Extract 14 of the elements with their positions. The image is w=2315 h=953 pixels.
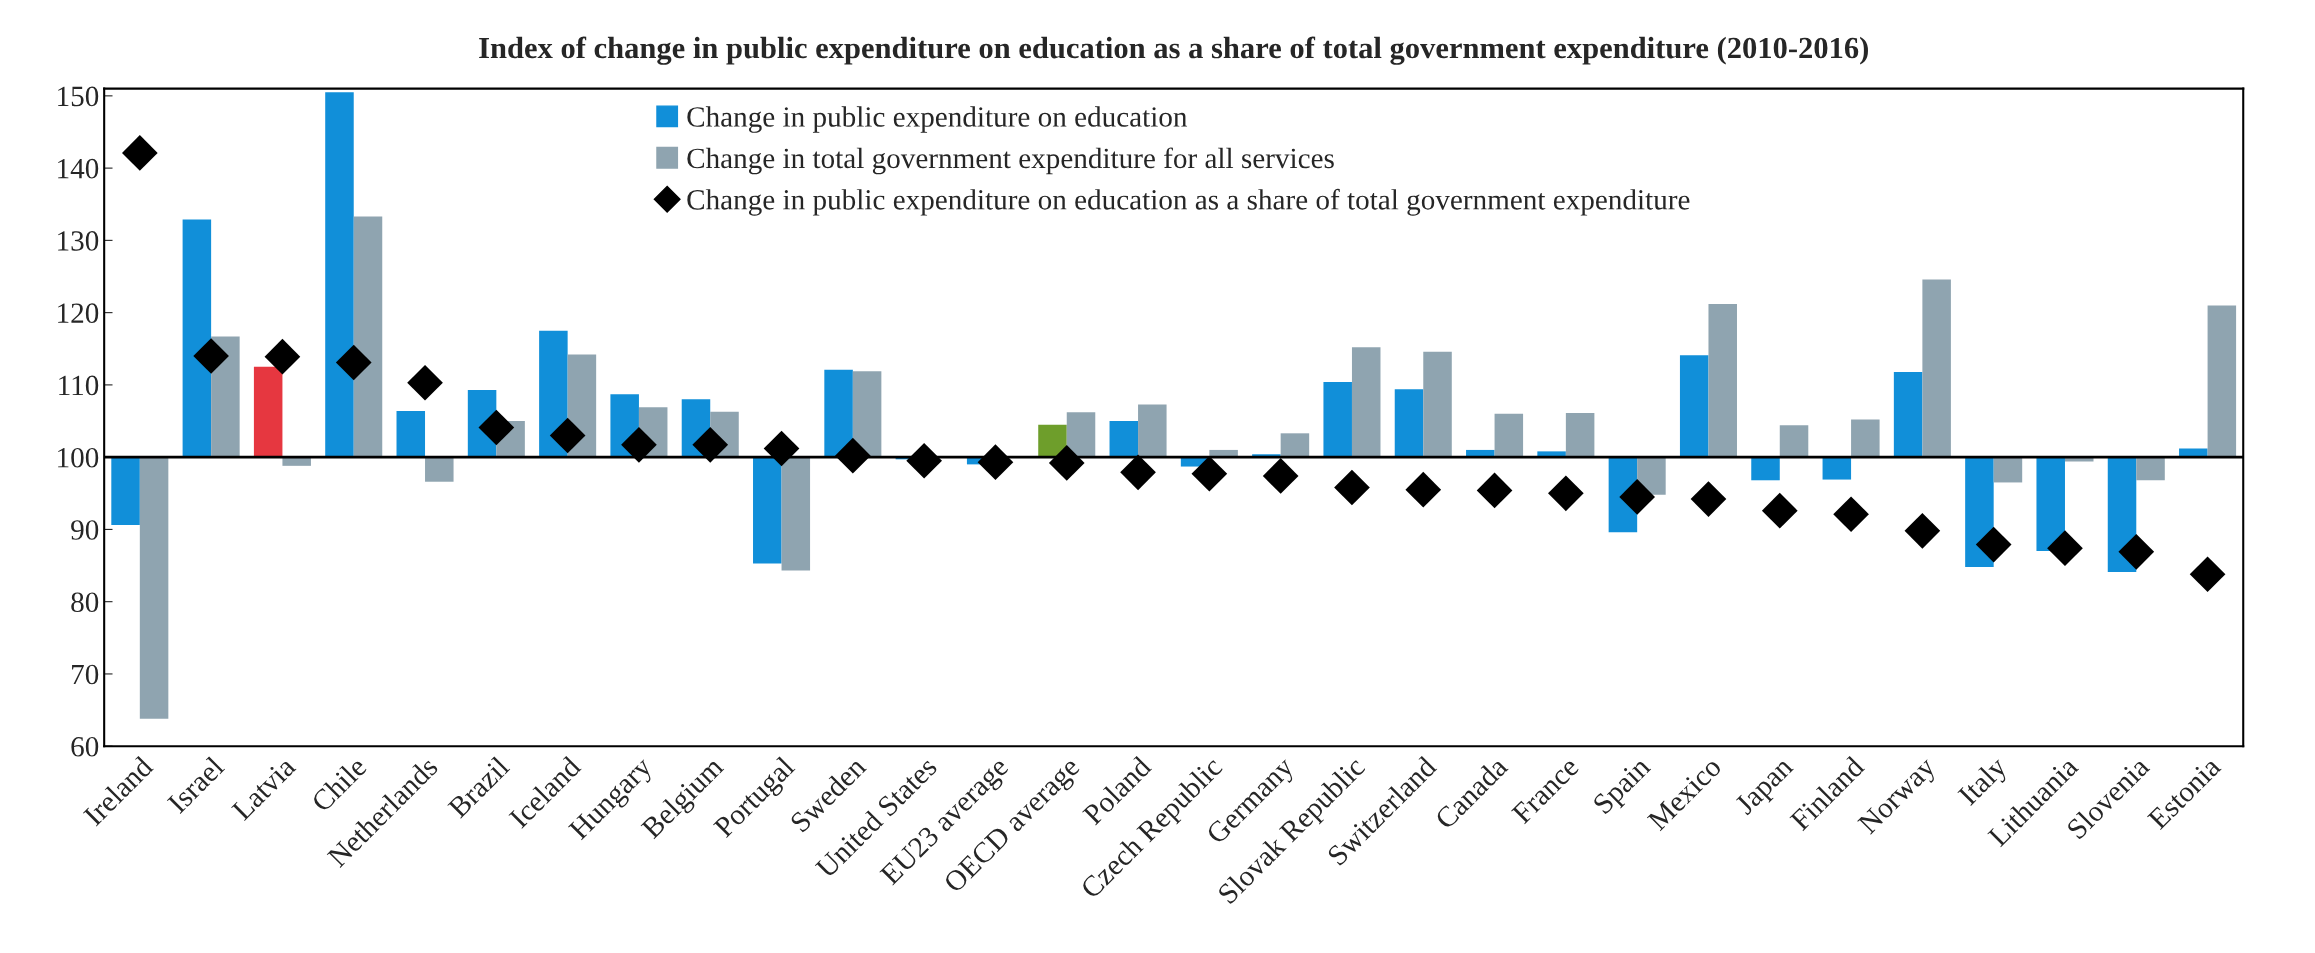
legend-label: Change in public expenditure on education as a share of total government expenditure — [687, 188, 1690, 216]
y-tick-label: 110 — [59, 375, 99, 396]
y-tick-label: 70 — [72, 664, 99, 685]
y-tick-label: 130 — [58, 231, 99, 251]
chart-title: Index of change in public expenditure on education as a share of total government expenditure (2010-2016) — [479, 36, 1868, 65]
y-tick-label: 90 — [71, 520, 99, 540]
y-tick-label: 80 — [71, 592, 99, 613]
y-tick-label: 100 — [58, 447, 99, 468]
legend-label: Change in public expenditure on education — [687, 106, 1188, 133]
y-tick-label: 140 — [58, 158, 99, 179]
legend-label: Change in total government expenditure for all services — [687, 147, 1334, 175]
y-tick-label: 60 — [71, 736, 99, 757]
y-tick-label: 120 — [58, 303, 99, 324]
y-tick-label: 150 — [58, 86, 99, 107]
